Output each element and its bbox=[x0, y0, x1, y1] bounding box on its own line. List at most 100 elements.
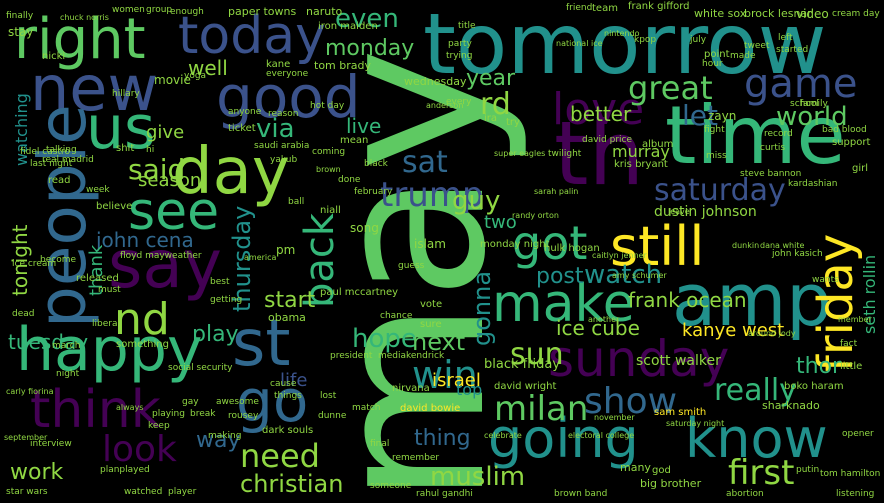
word-god: god bbox=[652, 465, 671, 476]
word-kris-bryant: kris bryant bbox=[614, 159, 668, 170]
word-september: september bbox=[4, 433, 48, 442]
word-tom-hamilton: tom hamilton bbox=[820, 469, 881, 479]
word-shit: shit bbox=[116, 143, 135, 154]
word-wants: wants bbox=[812, 275, 839, 285]
word-great: great bbox=[628, 69, 713, 107]
word-brock-lesnar: brock lesnar bbox=[744, 7, 812, 20]
word-believe: believe bbox=[96, 201, 133, 212]
word-christian: christian bbox=[240, 470, 344, 498]
word-david-wright: david wright bbox=[494, 381, 557, 392]
word-remember: remember bbox=[392, 453, 440, 463]
word-know: know bbox=[685, 407, 828, 470]
word-obama: obama bbox=[268, 311, 306, 324]
word-rd: rd bbox=[480, 87, 511, 122]
word-yakub: yakub bbox=[270, 155, 298, 165]
word-ira: ira bbox=[484, 113, 498, 124]
word-best: best bbox=[210, 277, 230, 287]
word-black-friday: black friday bbox=[484, 357, 561, 372]
word-hope: hope bbox=[352, 324, 417, 354]
word-sunday: sunday bbox=[548, 330, 730, 388]
word-frank-ocean: frank ocean bbox=[628, 288, 747, 312]
word-fact: fact bbox=[840, 339, 858, 349]
word-us: us bbox=[86, 93, 156, 163]
word-saturday: saturday bbox=[654, 173, 786, 208]
word-family: family bbox=[800, 99, 828, 109]
word-making: making bbox=[208, 431, 242, 441]
word-made: made bbox=[730, 51, 756, 61]
word-ice-cube: ice cube bbox=[556, 316, 640, 340]
word-cream-day: cream day bbox=[832, 9, 880, 19]
word-muslim: muslim bbox=[430, 462, 526, 492]
word-last-night: last night bbox=[30, 159, 73, 169]
word-hot-day: hot day bbox=[310, 101, 345, 111]
word-randy-orton: randy orton bbox=[512, 211, 559, 220]
word-guess: guess bbox=[398, 261, 425, 271]
word-think: think bbox=[30, 380, 161, 440]
word-talking: talking bbox=[46, 145, 77, 155]
word-game: game bbox=[744, 61, 858, 107]
word-around-jody: around jody bbox=[748, 329, 796, 338]
word-finally: finally bbox=[6, 11, 34, 21]
word-electoral-college: electoral college bbox=[568, 431, 635, 440]
word-give: give bbox=[146, 122, 185, 143]
word-nirvana: nirvana bbox=[392, 383, 430, 394]
word-hi: hi bbox=[146, 145, 155, 155]
word-top: top bbox=[456, 380, 483, 399]
word-rahul-gandhi: rahul gandhi bbox=[416, 489, 473, 499]
word-kpop: kpop bbox=[634, 35, 657, 45]
word-naruto: naruto bbox=[306, 5, 343, 18]
word-break: break bbox=[190, 409, 216, 419]
word-live: live bbox=[346, 114, 382, 138]
word-hillary: hillary bbox=[112, 89, 140, 99]
word-final: final bbox=[370, 439, 390, 449]
word-many: many bbox=[620, 461, 651, 474]
word-carly-fiorina: carly fiorina bbox=[6, 387, 54, 396]
word-amp: amp bbox=[672, 258, 832, 342]
word-become: become bbox=[40, 255, 77, 265]
word-big-brother: big brother bbox=[640, 477, 702, 490]
word-read: read bbox=[48, 175, 71, 186]
word-song: song bbox=[350, 221, 379, 235]
word-steve-bannon: steve bannon bbox=[740, 169, 802, 179]
word-work: work bbox=[10, 460, 64, 485]
word-planplayed: planplayed bbox=[100, 465, 150, 475]
word-team: team bbox=[592, 3, 618, 14]
word-say: say bbox=[108, 226, 222, 303]
word-tweet: tweet bbox=[744, 41, 770, 51]
word-abortion: abortion bbox=[726, 489, 764, 499]
word-star-wars: star wars bbox=[6, 487, 48, 497]
word-member: member bbox=[838, 315, 872, 324]
word-play: play bbox=[192, 322, 239, 347]
word-awesome: awesome bbox=[216, 397, 259, 407]
word-coming: coming bbox=[312, 147, 346, 157]
word-left: left bbox=[778, 33, 793, 43]
word-real-madrid: real madrid bbox=[42, 155, 94, 165]
word-listening: listening bbox=[836, 489, 875, 499]
word-show: show bbox=[584, 381, 678, 422]
word-july: july bbox=[690, 35, 707, 45]
word-gay: gay bbox=[182, 397, 199, 407]
word-next: next bbox=[412, 328, 466, 356]
word-playing: playing bbox=[152, 409, 185, 419]
word-liberal: liberal bbox=[92, 319, 120, 329]
word-see: see bbox=[128, 182, 220, 242]
word-little: little bbox=[840, 361, 863, 372]
word-good: good bbox=[216, 63, 361, 131]
word-david-bowie: david bowie bbox=[400, 403, 461, 414]
word-something: something bbox=[116, 339, 169, 350]
word-life: life bbox=[280, 370, 308, 391]
word-school: school bbox=[790, 99, 819, 109]
word-thing: thing bbox=[414, 426, 471, 451]
word-social-security: social security bbox=[168, 363, 233, 373]
word-women: women bbox=[112, 5, 145, 15]
word-every: every bbox=[446, 97, 472, 107]
word-world: world bbox=[776, 102, 848, 132]
word-getting: getting bbox=[210, 295, 243, 305]
word-anderson: anderson bbox=[426, 101, 464, 110]
word-ice-cream: ice cream bbox=[12, 259, 57, 269]
word-player: player bbox=[168, 487, 197, 497]
word-dead: dead bbox=[12, 309, 35, 319]
word-post: post bbox=[536, 264, 584, 289]
word-monday: monday bbox=[325, 36, 415, 61]
word-twilight: twilight bbox=[548, 149, 582, 159]
